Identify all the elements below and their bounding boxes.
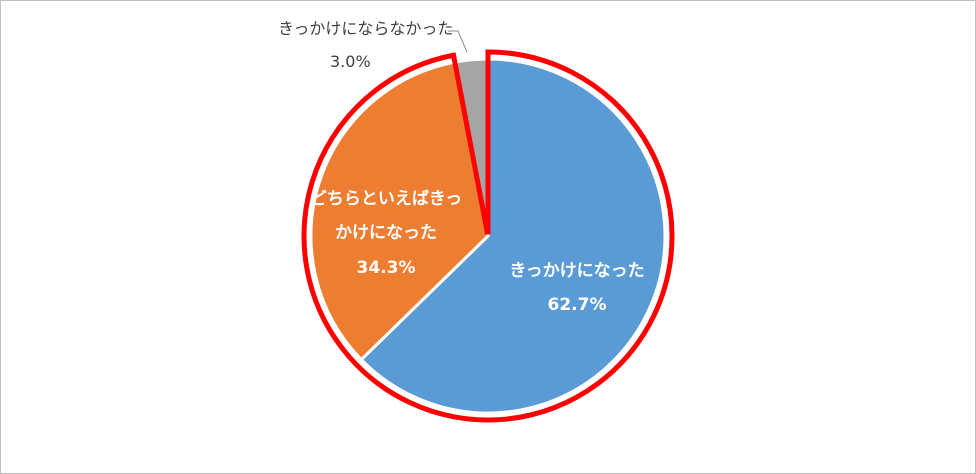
slice-label-dochira-line1: どちらといえばきっ	[310, 189, 462, 209]
slice-label-kikkake: きっかけになった	[509, 261, 644, 281]
slice-value-naranakatta: 3.0%	[330, 52, 371, 71]
slice-value-kikkake: 62.7%	[548, 295, 607, 315]
slice-label-naranakatta: きっかけにならなかった	[278, 19, 453, 38]
pie-slice-1	[309, 60, 490, 362]
slice-label-dochira-line2: かけになった	[335, 223, 437, 243]
leader-line	[448, 30, 468, 53]
pie-slice-0	[359, 57, 667, 415]
highlight-outline	[301, 49, 675, 423]
slice-value-dochira: 34.3%	[357, 258, 416, 278]
